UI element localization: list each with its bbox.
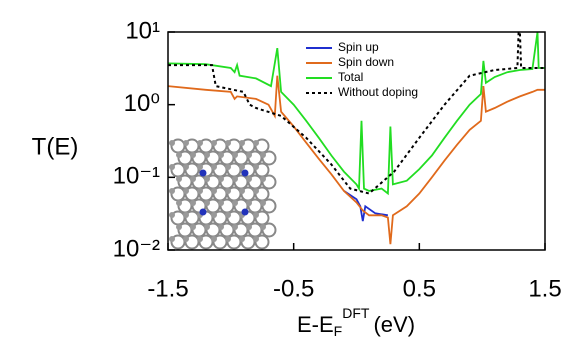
atom [183, 140, 189, 146]
chart: T(E) E-EF DFT(eV) 10⁻² 10⁻¹ 10⁰ 10¹ -1.5 -0.5 0… [0, 0, 572, 342]
atom [169, 164, 175, 170]
atom [211, 236, 217, 242]
atom [218, 200, 224, 206]
dopant [242, 170, 249, 177]
y-tick-label: 10¹ [125, 17, 160, 44]
atom [253, 212, 259, 218]
atom [232, 200, 238, 206]
legend-label: Spin up [338, 40, 379, 54]
dopant [242, 209, 249, 216]
x-label-sup: DFT [342, 305, 370, 321]
atom [204, 152, 210, 158]
x-label-main: E-E [297, 312, 334, 337]
legend-label: Without doping [338, 85, 418, 99]
atom [211, 188, 217, 194]
atom [183, 236, 189, 242]
atom [246, 200, 252, 206]
x-tick-label: -0.5 [273, 275, 314, 302]
atom [253, 188, 259, 194]
x-tick-label: 1.5 [528, 275, 561, 302]
atom [253, 140, 259, 146]
x-tick-label: -1.5 [147, 275, 188, 302]
atom [225, 140, 231, 146]
atom [253, 164, 259, 170]
y-tick-label: 10⁰ [124, 90, 160, 117]
atom [232, 176, 238, 182]
atom [260, 224, 266, 230]
y-tick-label: 10⁻¹ [113, 163, 160, 190]
legend-label: Total [338, 70, 363, 84]
atom [246, 176, 252, 182]
x-label-sub: F [334, 323, 343, 339]
y-axis-label: T(E) [32, 133, 79, 160]
atom [169, 188, 175, 194]
atom [260, 200, 266, 206]
atom [246, 152, 252, 158]
atom [232, 224, 238, 230]
series-line [344, 191, 388, 221]
dopant [200, 170, 207, 177]
atom [225, 236, 231, 242]
atom [218, 224, 224, 230]
atom [197, 164, 203, 170]
atom [169, 212, 175, 218]
atom [183, 188, 189, 194]
atom [176, 200, 182, 206]
atom [197, 188, 203, 194]
y-tick-label: 10⁻² [113, 235, 160, 262]
page: T(E) E-EF DFT(eV) 10⁻² 10⁻¹ 10⁰ 10¹ -1.5 -0.5 0… [0, 0, 572, 347]
atom [211, 212, 217, 218]
atom [204, 200, 210, 206]
atom [204, 176, 210, 182]
atom [239, 188, 245, 194]
atom [225, 212, 231, 218]
atom [239, 164, 245, 170]
atom [197, 140, 203, 146]
x-axis-label: E-EF DFT(eV) [297, 305, 415, 339]
atom [183, 164, 189, 170]
x-label-unit: (eV) [373, 312, 415, 337]
atom [190, 200, 196, 206]
atom [190, 224, 196, 230]
inset-graphene [169, 140, 276, 249]
atom [190, 176, 196, 182]
x-tick-label: 0.5 [403, 275, 436, 302]
atom [253, 236, 259, 242]
atom [176, 152, 182, 158]
legend-label: Spin down [338, 55, 394, 69]
atom [211, 140, 217, 146]
atom [169, 140, 175, 146]
atom [176, 176, 182, 182]
atom [239, 140, 245, 146]
atom [260, 152, 266, 158]
atom [176, 224, 182, 230]
atom [260, 176, 266, 182]
atom [225, 164, 231, 170]
atom [204, 224, 210, 230]
atom [239, 236, 245, 242]
atom [225, 188, 231, 194]
atom [197, 236, 203, 242]
atom [232, 152, 238, 158]
atom [169, 236, 175, 242]
atom [190, 152, 196, 158]
atom [218, 176, 224, 182]
atom [211, 164, 217, 170]
atom [218, 152, 224, 158]
atom [246, 224, 252, 230]
atom [183, 212, 189, 218]
dopant [200, 209, 207, 216]
